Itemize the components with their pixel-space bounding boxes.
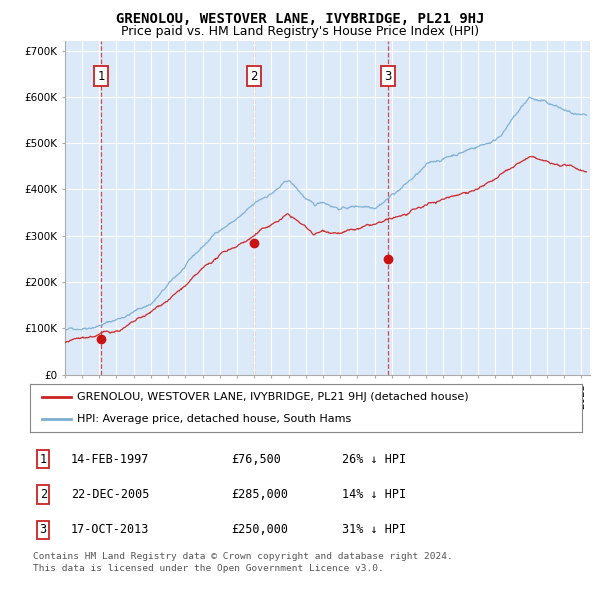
Text: Contains HM Land Registry data © Crown copyright and database right 2024.: Contains HM Land Registry data © Crown c… [33,552,453,561]
Text: 2: 2 [250,70,257,83]
Text: GRENOLOU, WESTOVER LANE, IVYBRIDGE, PL21 9HJ (detached house): GRENOLOU, WESTOVER LANE, IVYBRIDGE, PL21… [77,392,469,402]
Text: 26% ↓ HPI: 26% ↓ HPI [342,453,406,466]
Text: £285,000: £285,000 [231,488,288,501]
Text: GRENOLOU, WESTOVER LANE, IVYBRIDGE, PL21 9HJ: GRENOLOU, WESTOVER LANE, IVYBRIDGE, PL21… [116,12,484,26]
Text: HPI: Average price, detached house, South Hams: HPI: Average price, detached house, Sout… [77,414,351,424]
Text: 14% ↓ HPI: 14% ↓ HPI [342,488,406,501]
Text: 31% ↓ HPI: 31% ↓ HPI [342,523,406,536]
Text: 1: 1 [98,70,105,83]
Text: £76,500: £76,500 [231,453,281,466]
Text: 1: 1 [40,453,47,466]
Text: Price paid vs. HM Land Registry's House Price Index (HPI): Price paid vs. HM Land Registry's House … [121,25,479,38]
Text: This data is licensed under the Open Government Licence v3.0.: This data is licensed under the Open Gov… [33,563,384,572]
Text: 22-DEC-2005: 22-DEC-2005 [71,488,149,501]
Text: 3: 3 [385,70,392,83]
Text: 17-OCT-2013: 17-OCT-2013 [71,523,149,536]
Text: £250,000: £250,000 [231,523,288,536]
Text: 3: 3 [40,523,47,536]
Text: 2: 2 [40,488,47,501]
Text: 14-FEB-1997: 14-FEB-1997 [71,453,149,466]
